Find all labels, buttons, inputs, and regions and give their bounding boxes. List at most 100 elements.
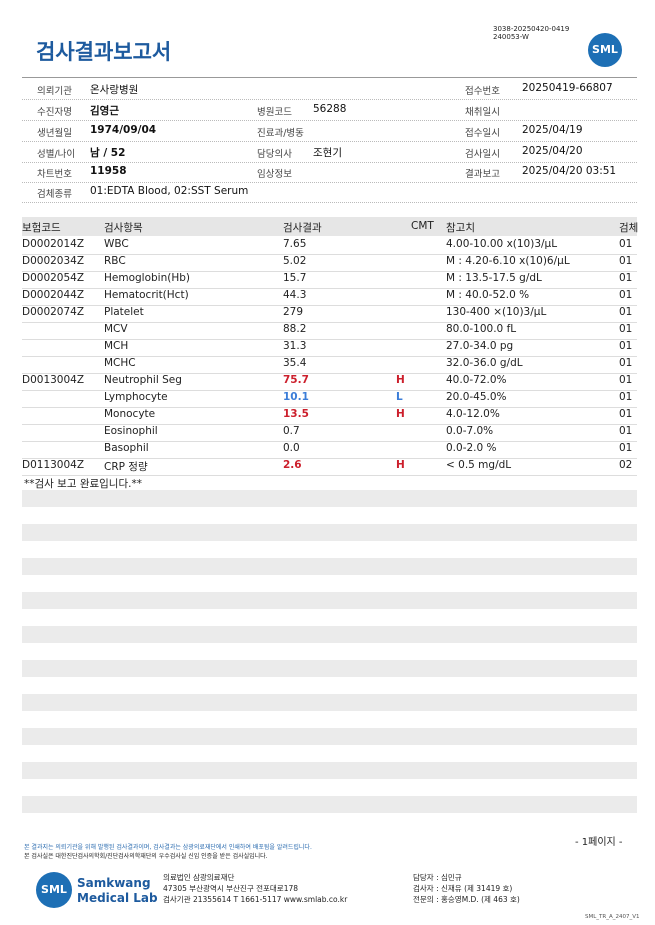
address: 검사기관 21355614 T 1661-5117 www.smlab.co.k… [163,895,348,904]
blank-row [22,592,637,609]
cell-result: 88.2 [283,323,307,335]
column-header: 검사항목 [104,222,143,234]
row-separator [22,373,637,374]
row-separator [22,390,637,391]
row-separator [22,254,637,255]
row-separator [22,271,637,272]
cell-item: WBC [104,238,129,250]
cell-result: 75.7 [283,374,309,386]
column-header: CMT [411,220,434,232]
cell-spec: 01 [619,408,633,420]
cell-ref: 40.0-72.0% [446,374,507,386]
staff: 검사자 : 신재유 (제 31419 호) [413,884,513,893]
column-header: 참고치 [446,222,475,234]
cell-result: 31.3 [283,340,307,352]
field-label: 접수번호 [465,86,500,97]
cell-result: 2.6 [283,459,302,471]
cell-ref: M : 13.5-17.5 g/dL [446,272,542,284]
field-label: 성별/나이 [37,149,76,160]
field-label: 차트번호 [37,169,72,180]
title: 검사결과보고서 [36,40,172,64]
form-id: SML_TR_A_2407_V1 [585,914,640,920]
row-separator [22,339,637,340]
staff: 전문의 : 홍승영M.D. (제 463 호) [413,895,520,904]
row-separator [22,305,637,306]
cell-item: Hemoglobin(Hb) [104,272,191,284]
address: 의료법인 삼광의료재단 [163,873,235,882]
cell-spec: 01 [619,289,633,301]
cell-item: Neutrophil Seg [104,374,182,386]
address: 47305 부산광역시 부산진구 전포대로178 [163,884,299,893]
field-label: 검체종류 [37,189,72,200]
cell-item: CRP 정량 [104,461,148,473]
logo: SML [588,33,622,67]
cell-ref: < 0.5 mg/dL [446,459,512,471]
field-value: 01:EDTA Blood, 02:SST Serum [90,185,249,197]
row-separator [22,356,637,357]
cell-result: 0.7 [283,425,300,437]
cell-result: 13.5 [283,408,309,420]
blank-row [22,796,637,813]
cell-result: 10.1 [283,391,309,403]
cell-ref: 0.0-7.0% [446,425,494,437]
row-separator [22,475,637,476]
rule [22,77,637,78]
footer-logo-text: Medical Lab [77,891,158,905]
cell-ref: 80.0-100.0 fL [446,323,517,335]
field-label: 생년월일 [37,128,72,139]
cell-flag: H [396,374,405,386]
field-label: 임상정보 [257,169,292,180]
blank-row [22,694,637,711]
blank-row [22,728,637,745]
doc-id: 240053-W [493,33,529,41]
field-label: 진료과/병동 [257,128,304,139]
field-value: 11958 [90,165,127,177]
cell-ref: 4.0-12.0% [446,408,500,420]
cell-flag: H [396,408,405,420]
blank-row [22,558,637,575]
field-value: 온사랑병원 [90,84,139,96]
cell-item: Eosinophil [104,425,158,437]
footer-logo: SML [36,872,72,908]
table-header-bg [22,217,637,236]
footer-logo-text: Samkwang [77,876,151,890]
cell-item: MCV [104,323,128,335]
note: 본 결과지는 의뢰기관을 위해 발행된 검사결과이며, 검사결과는 삼광의료재단… [24,844,312,851]
cell-code: D0002074Z [22,306,85,318]
cell-ref: M : 40.0-52.0 % [446,289,530,301]
cell-spec: 01 [619,442,633,454]
cell-code: D0002014Z [22,238,85,250]
cell-ref: 0.0-2.0 % [446,442,497,454]
cell-ref: 130-400 ×(10)3/μL [446,306,547,318]
field-label: 결과보고 [465,169,500,180]
cell-spec: 01 [619,391,633,403]
note: 본 검사실은 대한진단검사의학회/진단검사의학재단의 우수검사실 신임 인증을 … [24,853,268,860]
field-label: 수진자명 [37,107,72,118]
cell-code: D0002054Z [22,272,85,284]
field-value: 김영근 [90,105,119,117]
field-label: 병원코드 [257,107,292,118]
cell-ref: 27.0-34.0 pg [446,340,514,352]
row-separator [22,141,637,142]
blank-row [22,490,637,507]
end-note: **검사 보고 완료입니다.** [24,478,142,490]
cell-spec: 01 [619,272,633,284]
cell-spec: 01 [619,255,633,267]
field-label: 담당의사 [257,149,292,160]
row-separator [22,182,637,183]
cell-result: 15.7 [283,272,307,284]
cell-item: MCH [104,340,129,352]
blank-row [22,660,637,677]
cell-flag: H [396,459,405,471]
cell-item: RBC [104,255,126,267]
field-value: 2025/04/20 [522,145,583,157]
field-label: 검사일시 [465,149,500,160]
row-separator [22,202,637,203]
cell-spec: 01 [619,357,633,369]
cell-spec: 01 [619,374,633,386]
blank-row [22,524,637,541]
column-header: 검체 [619,222,639,234]
row-separator [22,458,637,459]
cell-spec: 01 [619,323,633,335]
cell-ref: 4.00-10.00 x(10)3/μL [446,238,558,250]
